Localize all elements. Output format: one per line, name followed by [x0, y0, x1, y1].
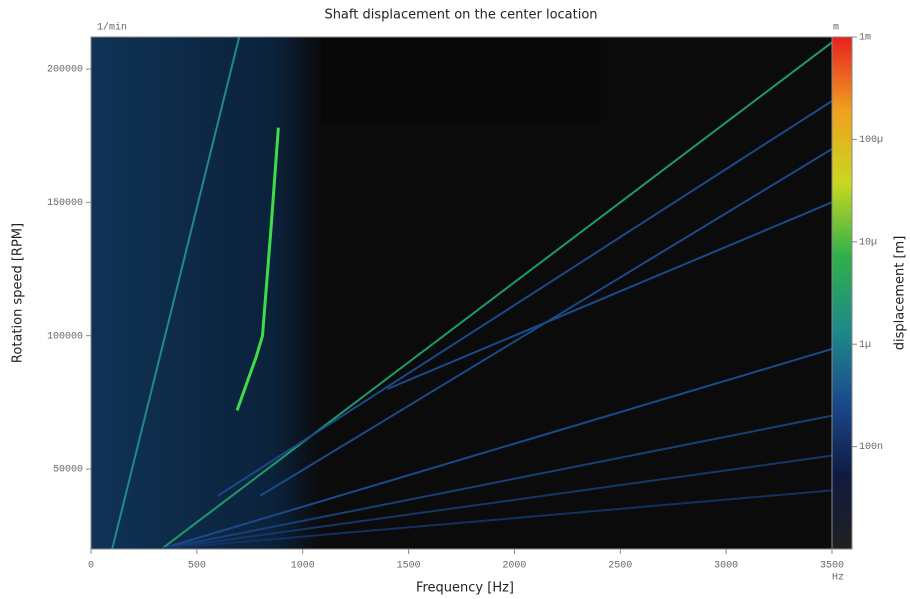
colorbar-unit: m [833, 23, 839, 34]
dark-region [321, 37, 601, 122]
colorbar-tick-label: 1m [859, 33, 871, 44]
x-tick-label: 500 [188, 561, 206, 572]
x-tick-label: 3000 [714, 561, 738, 572]
y-tick-label: 100000 [47, 331, 83, 342]
x-unit: Hz [832, 573, 844, 584]
colorbar-label: displacement [m] [893, 236, 908, 351]
ridge [387, 201, 832, 390]
x-tick-label: 2000 [502, 561, 526, 572]
colorbar-tick-label: 10µ [859, 237, 877, 248]
colorbar-tick-label: 1µ [859, 340, 871, 351]
x-tick-label: 1500 [397, 561, 421, 572]
y-tick-label: 50000 [53, 465, 83, 476]
colorbar-tick-label: 100µ [859, 135, 883, 146]
y-unit: 1/min [97, 22, 127, 34]
y-axis-label: Rotation speed [RPM] [11, 223, 26, 363]
chart-title: Shaft displacement on the center locatio… [324, 8, 597, 23]
x-tick-label: 0 [88, 561, 94, 572]
ridge [160, 348, 832, 549]
ridge [111, 37, 241, 549]
x-tick-label: 1000 [291, 561, 315, 572]
ridge [160, 489, 832, 549]
ridge [217, 100, 832, 497]
ridge [160, 414, 832, 549]
x-tick-label: 2500 [608, 561, 632, 572]
colorbar-tick-label: 100n [859, 442, 883, 453]
colorbar [831, 36, 853, 550]
ridge [160, 41, 832, 549]
noise-region [91, 37, 321, 549]
y-tick-label: 200000 [47, 65, 83, 76]
ridge [235, 127, 280, 411]
x-tick-label: 3500 [820, 561, 844, 572]
x-axis-label: Frequency [Hz] [416, 581, 514, 596]
ridge [160, 454, 832, 549]
y-tick-label: 150000 [47, 198, 83, 209]
